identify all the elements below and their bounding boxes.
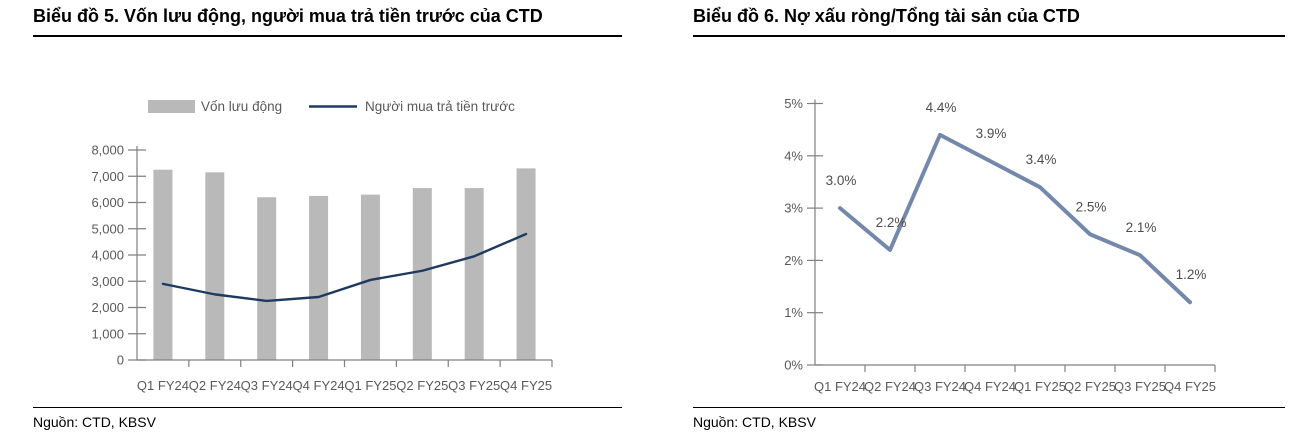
x-axis-label: Q1 FY25	[344, 378, 396, 393]
x-axis-label: Q3 FY25	[448, 378, 500, 393]
x-axis-label: Q3 FY25	[1114, 379, 1166, 394]
data-label-Q4 FY25: 1.2%	[1176, 267, 1207, 282]
x-axis-label: Q4 FY24	[964, 379, 1016, 394]
x-axis-label: Q1 FY24	[814, 379, 866, 394]
data-label-Q4 FY24: 3.9%	[976, 126, 1007, 141]
data-label-Q1 FY25: 3.4%	[1026, 152, 1057, 167]
y-axis-label: 5,000	[91, 221, 124, 236]
bar-Q3 FY24	[257, 197, 277, 360]
y-axis-label: 4,000	[91, 248, 124, 263]
y-axis-label: 2,000	[91, 300, 124, 315]
x-axis-label: Q3 FY24	[914, 379, 966, 394]
x-axis-label: Q4 FY25	[1164, 379, 1216, 394]
bar-Q1 FY25	[360, 194, 380, 360]
bar-Q2 FY24	[205, 172, 225, 360]
source-text-left: Nguồn: CTD, KBSV	[33, 414, 156, 430]
source-text-right: Nguồn: CTD, KBSV	[693, 414, 816, 430]
x-axis-label: Q2 FY25	[396, 378, 448, 393]
source-note-right: Nguồn: CTD, KBSV	[693, 407, 1285, 430]
y-axis-label: 6,000	[91, 195, 124, 210]
chart-title-left: Biểu đồ 5. Vốn lưu động, người mua trả t…	[33, 5, 622, 38]
legend: Vốn lưu động Người mua trả tiền trước	[148, 99, 515, 114]
bar-series-von-luu-dong	[153, 168, 536, 360]
bar-Q4 FY25	[516, 168, 536, 360]
source-note-left: Nguồn: CTD, KBSV	[33, 407, 622, 430]
x-axis-label: Q4 FY25	[500, 378, 552, 393]
data-label-Q1 FY24: 3.0%	[826, 173, 857, 188]
x-axis-label: Q4 FY24	[293, 378, 345, 393]
axes-right-chart	[807, 99, 1216, 372]
x-axis-label: Q1 FY25	[1014, 379, 1066, 394]
data-label-Q3 FY24: 4.4%	[926, 100, 957, 115]
y-axis-label: 1,000	[91, 326, 124, 341]
y-axis-label: 0	[117, 353, 124, 368]
x-axis-label: Q2 FY25	[1064, 379, 1116, 394]
y-axis-label: 1%	[784, 305, 803, 320]
axes-left-chart	[128, 146, 553, 367]
legend-label-bar: Vốn lưu động	[201, 99, 282, 114]
legend-swatch-bar	[148, 100, 195, 113]
y-axis-label: 0%	[784, 358, 803, 373]
y-axis-label: 3,000	[91, 274, 124, 289]
bar-Q3 FY25	[464, 188, 484, 360]
y-axis-label: 3%	[784, 201, 803, 216]
line-series-no-xau-rong	[838, 132, 1192, 305]
data-label-Q3 FY25: 2.1%	[1126, 220, 1157, 235]
x-axis-label: Q2 FY24	[189, 378, 241, 393]
y-axis-label: 5%	[784, 96, 803, 111]
legend-label-line: Người mua trả tiền trước	[365, 99, 515, 114]
line-series-nguoi-mua-tra-tien-truoc	[161, 232, 528, 303]
chart-panel-left: Biểu đồ 5. Vốn lưu động, người mua trả t…	[33, 5, 622, 430]
data-label-Q2 FY25: 2.5%	[1076, 199, 1107, 214]
data-label-Q2 FY24: 2.2%	[876, 215, 907, 230]
x-axis-label: Q1 FY24	[137, 378, 189, 393]
bar-Q4 FY24	[309, 195, 329, 360]
bar-Q1 FY24	[153, 169, 173, 360]
chart-title-right: Biểu đồ 6. Nợ xấu ròng/Tổng tài sản của …	[693, 5, 1285, 38]
y-axis-label: 8,000	[91, 143, 124, 158]
y-axis-label: 7,000	[91, 169, 124, 184]
chart-panel-right: Biểu đồ 6. Nợ xấu ròng/Tổng tài sản của …	[656, 0, 1312, 448]
y-axis-label: 4%	[784, 148, 803, 163]
bar-Q2 FY25	[412, 188, 432, 360]
working-capital-combo-chart: 0 1,000 2,000 3,000 4,000 5,000 6,000 7,000 8,00…	[91, 99, 553, 393]
y-axis-label: 2%	[784, 253, 803, 268]
x-axis-label: Q2 FY24	[864, 379, 916, 394]
x-axis-label: Q3 FY24	[241, 378, 293, 393]
